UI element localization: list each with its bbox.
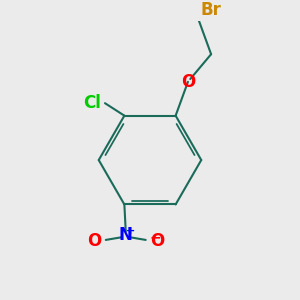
Text: O: O <box>150 232 164 250</box>
Text: N: N <box>119 226 133 244</box>
Text: +: + <box>126 226 135 236</box>
Text: O: O <box>87 232 102 250</box>
Text: Br: Br <box>200 1 221 19</box>
Text: −: − <box>150 230 161 244</box>
Text: O: O <box>181 73 195 91</box>
Text: Cl: Cl <box>83 94 101 112</box>
